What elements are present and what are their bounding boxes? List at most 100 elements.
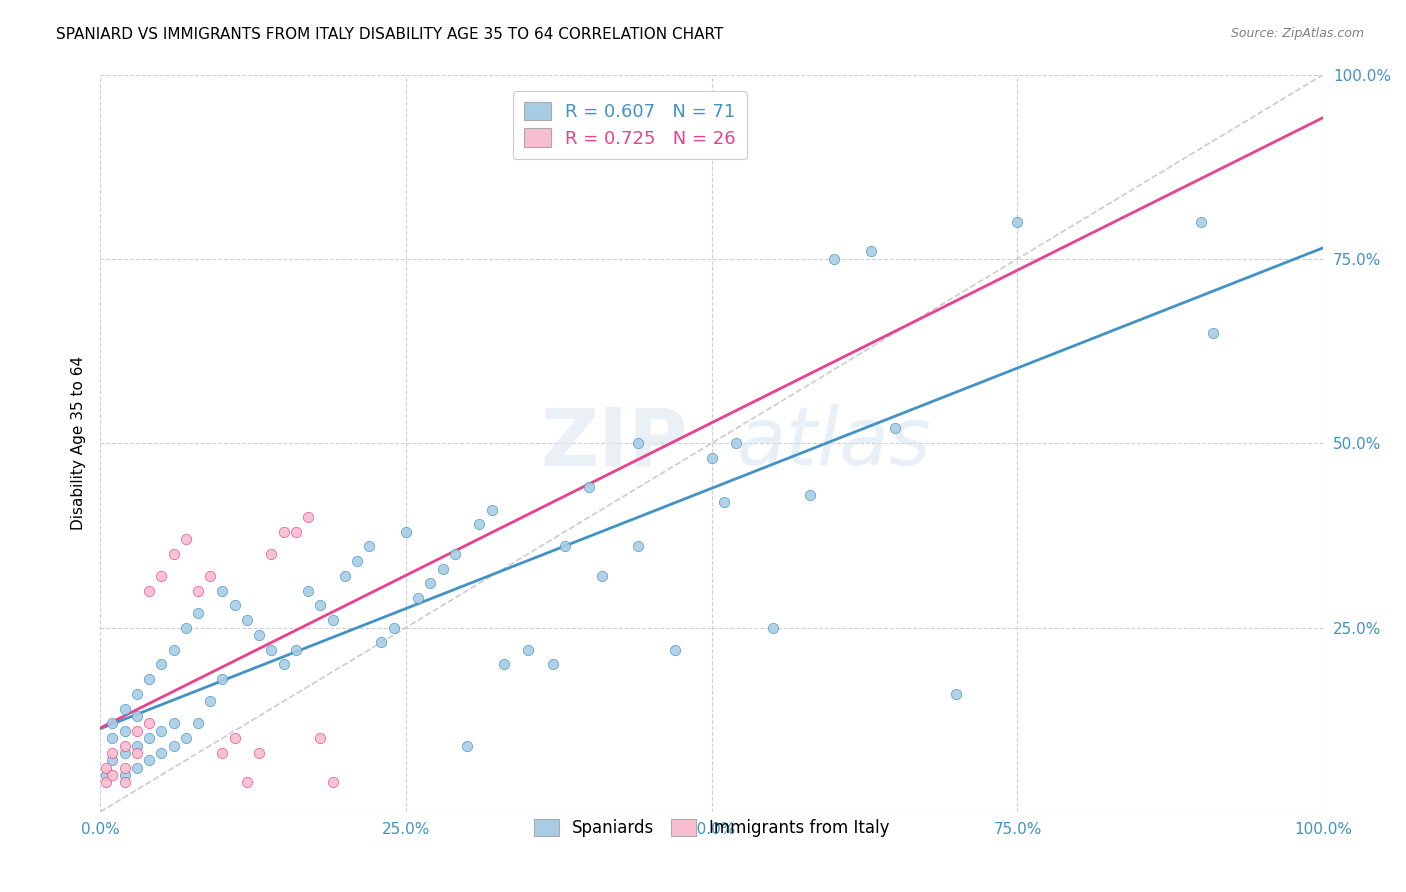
Point xyxy=(174,532,197,546)
Point xyxy=(125,746,148,760)
Point xyxy=(322,775,344,789)
Point xyxy=(211,672,233,686)
Point xyxy=(162,547,184,561)
Point xyxy=(224,731,246,746)
Point xyxy=(346,554,368,568)
Point xyxy=(96,775,118,789)
Point xyxy=(725,436,748,450)
Point xyxy=(627,436,650,450)
Point xyxy=(406,591,429,605)
Point xyxy=(762,621,785,635)
Point xyxy=(101,731,124,746)
Point xyxy=(200,569,222,583)
Point xyxy=(554,540,576,554)
Point xyxy=(101,746,124,760)
Point xyxy=(432,561,454,575)
Point xyxy=(260,547,283,561)
Point xyxy=(273,524,295,539)
Point xyxy=(200,694,222,708)
Text: SPANIARD VS IMMIGRANTS FROM ITALY DISABILITY AGE 35 TO 64 CORRELATION CHART: SPANIARD VS IMMIGRANTS FROM ITALY DISABI… xyxy=(56,27,724,42)
Point xyxy=(138,716,160,731)
Point xyxy=(700,450,723,465)
Point xyxy=(823,252,845,266)
Point xyxy=(101,753,124,767)
Point xyxy=(101,768,124,782)
Point xyxy=(125,761,148,775)
Point xyxy=(260,642,283,657)
Text: atlas: atlas xyxy=(737,404,931,483)
Point xyxy=(150,723,173,738)
Point xyxy=(322,613,344,627)
Point xyxy=(125,723,148,738)
Point xyxy=(114,775,136,789)
Point xyxy=(247,746,270,760)
Point xyxy=(114,746,136,760)
Y-axis label: Disability Age 35 to 64: Disability Age 35 to 64 xyxy=(72,356,86,530)
Point xyxy=(114,761,136,775)
Point xyxy=(1202,326,1225,340)
Point xyxy=(174,621,197,635)
Point xyxy=(138,753,160,767)
Point xyxy=(211,583,233,598)
Point xyxy=(492,657,515,672)
Point xyxy=(162,716,184,731)
Point xyxy=(591,569,613,583)
Point xyxy=(359,540,381,554)
Point xyxy=(284,642,307,657)
Point xyxy=(114,739,136,753)
Point xyxy=(174,731,197,746)
Point xyxy=(211,746,233,760)
Point xyxy=(517,642,540,657)
Point xyxy=(236,613,259,627)
Point xyxy=(150,657,173,672)
Point xyxy=(138,583,160,598)
Point xyxy=(541,657,564,672)
Point xyxy=(1189,215,1212,229)
Point xyxy=(150,569,173,583)
Point xyxy=(187,583,209,598)
Point xyxy=(247,628,270,642)
Point xyxy=(187,716,209,731)
Point xyxy=(114,723,136,738)
Point xyxy=(101,716,124,731)
Point xyxy=(945,687,967,701)
Point xyxy=(627,540,650,554)
Point xyxy=(125,709,148,723)
Point xyxy=(224,599,246,613)
Point xyxy=(273,657,295,672)
Legend: Spaniards, Immigrants from Italy: Spaniards, Immigrants from Italy xyxy=(527,813,897,844)
Point xyxy=(114,701,136,715)
Point xyxy=(309,731,332,746)
Point xyxy=(713,495,735,509)
Point xyxy=(333,569,356,583)
Point xyxy=(799,488,821,502)
Point xyxy=(664,642,686,657)
Point xyxy=(284,524,307,539)
Point xyxy=(125,739,148,753)
Point xyxy=(578,480,600,494)
Point xyxy=(859,244,882,259)
Point xyxy=(884,421,907,435)
Point xyxy=(162,739,184,753)
Point xyxy=(1007,215,1029,229)
Point xyxy=(309,599,332,613)
Point xyxy=(125,687,148,701)
Point xyxy=(236,775,259,789)
Point xyxy=(370,635,392,649)
Point xyxy=(481,502,503,516)
Point xyxy=(162,642,184,657)
Point xyxy=(187,606,209,620)
Point xyxy=(382,621,405,635)
Point xyxy=(138,672,160,686)
Point xyxy=(395,524,418,539)
Point xyxy=(456,739,478,753)
Point xyxy=(419,576,441,591)
Point xyxy=(138,731,160,746)
Point xyxy=(297,583,319,598)
Point xyxy=(444,547,467,561)
Point xyxy=(114,768,136,782)
Point xyxy=(96,761,118,775)
Point xyxy=(96,768,118,782)
Text: ZIP: ZIP xyxy=(540,404,688,483)
Point xyxy=(150,746,173,760)
